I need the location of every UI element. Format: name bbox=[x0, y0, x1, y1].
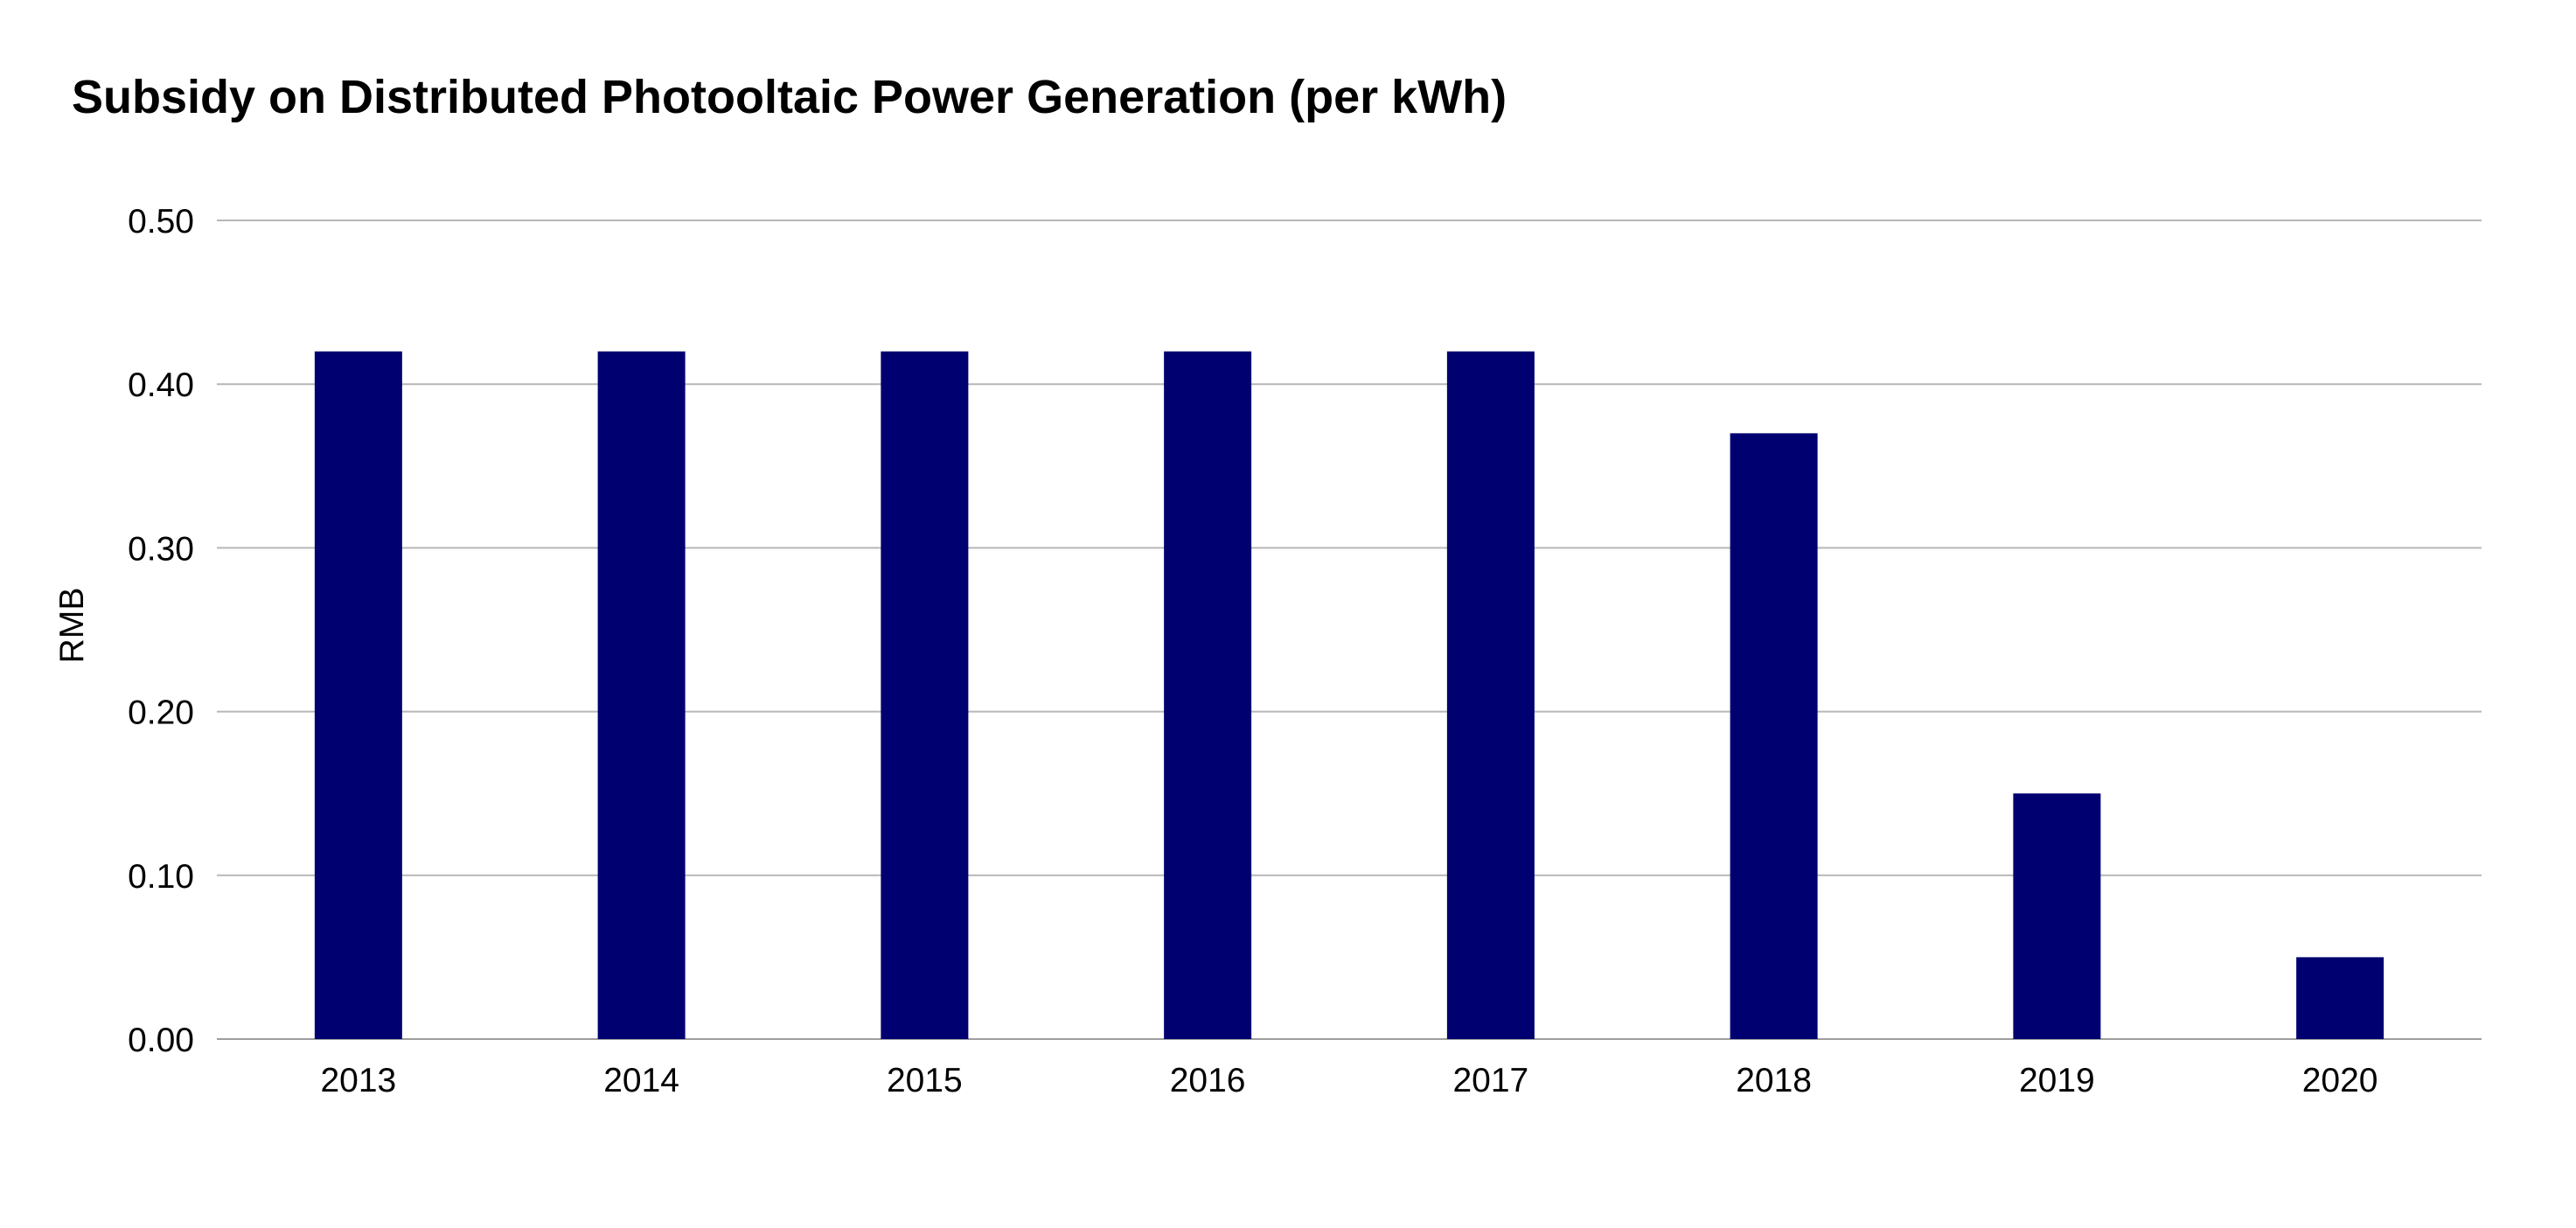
x-tick-label: 2014 bbox=[603, 1062, 679, 1099]
x-tick-label: 2015 bbox=[887, 1062, 963, 1099]
gridlines bbox=[217, 220, 2482, 1040]
bar-2013 bbox=[314, 351, 402, 1039]
x-tick-label: 2020 bbox=[2302, 1062, 2378, 1099]
bar-2020 bbox=[2296, 957, 2385, 1039]
bar-2019 bbox=[2013, 793, 2101, 1039]
x-tick-label: 2016 bbox=[1170, 1062, 1246, 1099]
bar-2015 bbox=[881, 351, 969, 1039]
y-tick-label: 0.50 bbox=[128, 203, 194, 241]
bar-2018 bbox=[1730, 433, 1818, 1039]
x-tick-label: 2013 bbox=[320, 1062, 396, 1099]
y-tick-label: 0.10 bbox=[128, 858, 194, 896]
y-tick-label: 0.30 bbox=[128, 530, 194, 568]
bar-2016 bbox=[1164, 351, 1252, 1039]
bar-2017 bbox=[1446, 351, 1535, 1039]
y-tick-label: 0.40 bbox=[128, 366, 194, 404]
x-axis-ticks: 2013 2014 2015 2016 2017 2018 2019 2020 bbox=[320, 1062, 2378, 1099]
y-tick-label: 0.00 bbox=[128, 1022, 194, 1059]
bars bbox=[314, 351, 2385, 1039]
x-tick-label: 2018 bbox=[1736, 1062, 1812, 1099]
chart-title: Subsidy on Distributed Photooltaic Power… bbox=[72, 71, 1507, 123]
y-axis-label: RMB bbox=[53, 588, 91, 664]
x-tick-label: 2019 bbox=[2019, 1062, 2095, 1099]
y-axis-ticks: 0.00 0.10 0.20 0.30 0.40 0.50 bbox=[128, 203, 194, 1059]
y-tick-label: 0.20 bbox=[128, 694, 194, 732]
bar-2014 bbox=[597, 351, 686, 1039]
x-tick-label: 2017 bbox=[1452, 1062, 1528, 1099]
